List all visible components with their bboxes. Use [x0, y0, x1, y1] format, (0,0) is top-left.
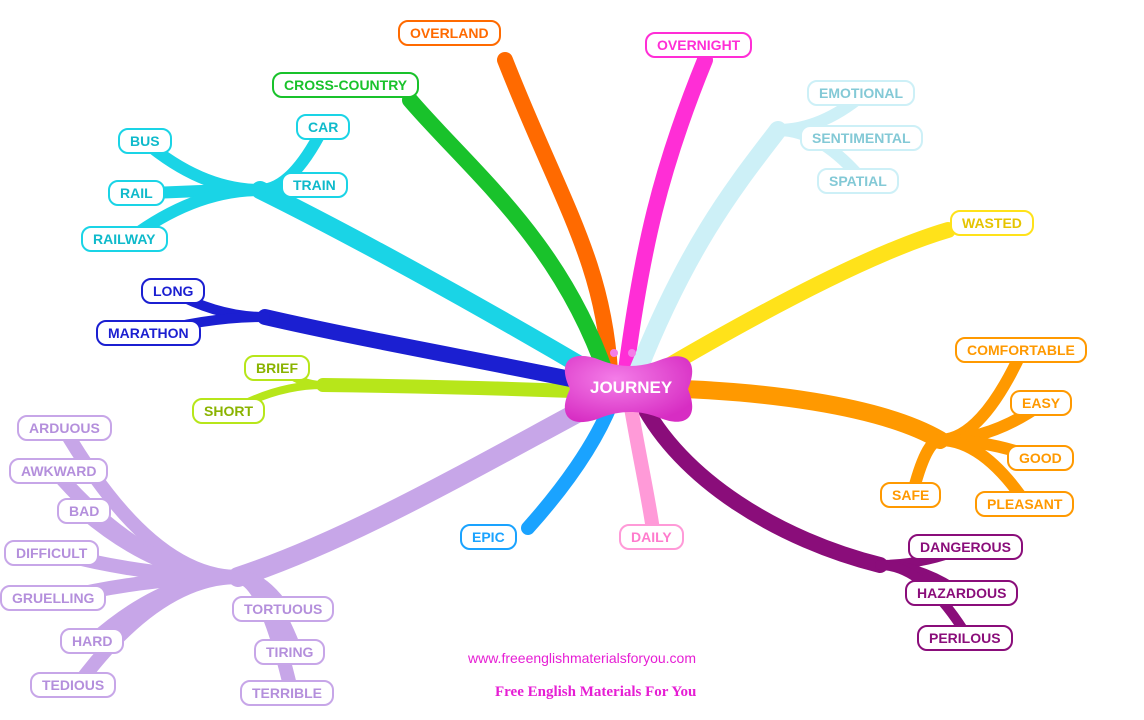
footer-url: www.freeenglishmaterialsforyou.com: [468, 650, 696, 666]
node-gruelling: GRUELLING: [0, 585, 106, 611]
node-hazardous: HAZARDOUS: [905, 580, 1018, 606]
center-dot-2: [628, 349, 636, 357]
node-overnight: OVERNIGHT: [645, 32, 752, 58]
node-tiring: TIRING: [254, 639, 325, 665]
node-arduous: ARDUOUS: [17, 415, 112, 441]
node-easy: EASY: [1010, 390, 1072, 416]
node-emotional: EMOTIONAL: [807, 80, 915, 106]
node-overland: OVERLAND: [398, 20, 501, 46]
node-spatial: SPATIAL: [817, 168, 899, 194]
node-safe: SAFE: [880, 482, 941, 508]
node-awkward: AWKWARD: [9, 458, 108, 484]
node-marathon: MARATHON: [96, 320, 201, 346]
footer-tagline: Free English Materials For You: [495, 684, 696, 701]
node-bus: BUS: [118, 128, 172, 154]
node-dangerous: DANGEROUS: [908, 534, 1023, 560]
node-sentimental: SENTIMENTAL: [800, 125, 923, 151]
node-train: TRAIN: [281, 172, 348, 198]
node-hard: HARD: [60, 628, 124, 654]
node-brief: BRIEF: [244, 355, 310, 381]
node-pleasant: PLEASANT: [975, 491, 1074, 517]
node-perilous: PERILOUS: [917, 625, 1013, 651]
node-tedious: TEDIOUS: [30, 672, 116, 698]
node-tortuous: TORTUOUS: [232, 596, 334, 622]
node-epic: EPIC: [460, 524, 517, 550]
node-difficult: DIFFICULT: [4, 540, 99, 566]
node-daily: DAILY: [619, 524, 684, 550]
node-bad: BAD: [57, 498, 111, 524]
node-rail: RAIL: [108, 180, 165, 206]
node-terrible: TERRIBLE: [240, 680, 334, 706]
node-good: GOOD: [1007, 445, 1074, 471]
node-long: LONG: [141, 278, 205, 304]
node-railway: RAILWAY: [81, 226, 168, 252]
node-cross-country: CROSS-COUNTRY: [272, 72, 419, 98]
node-short: SHORT: [192, 398, 265, 424]
node-comfortable: COMFORTABLE: [955, 337, 1087, 363]
node-wasted: WASTED: [950, 210, 1034, 236]
node-car: CAR: [296, 114, 350, 140]
center-dot-1: [610, 349, 618, 357]
